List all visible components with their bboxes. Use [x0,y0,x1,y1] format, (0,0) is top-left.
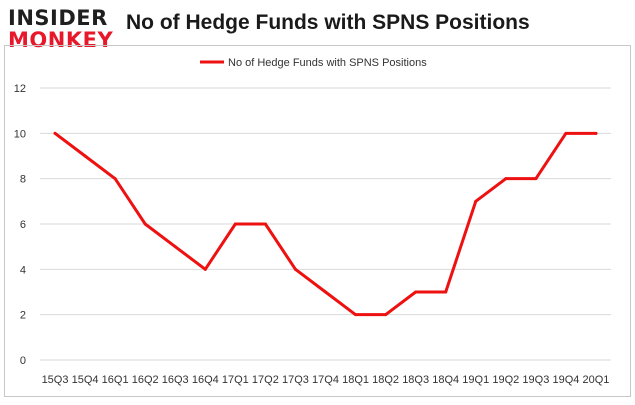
data-point [414,290,418,294]
x-axis-ticks: 15Q3 15Q4 16Q1 16Q2 16Q3 16Q4 17Q1 17Q2 17Q3 17Q4… [42,374,610,386]
x-tick-label: 15Q4 [72,374,99,386]
x-tick-label: 16Q1 [102,374,129,386]
data-point [564,131,568,135]
data-point [504,177,508,181]
x-tick-label: 18Q1 [342,374,369,386]
x-tick-label: 20Q1 [583,374,610,386]
x-tick-label: 17Q1 [222,374,249,386]
y-tick-label: 12 [14,83,26,95]
x-tick-label: 17Q3 [282,374,309,386]
x-tick-label: 18Q2 [372,374,399,386]
chart-title: No of Hedge Funds with SPNS Positions [126,11,530,34]
y-tick-label: 6 [20,219,26,231]
grid-lines [40,87,611,361]
data-point [203,267,207,271]
data-point [53,131,57,135]
y-tick-label: 0 [20,355,26,367]
x-tick-label: 19Q1 [462,374,489,386]
logo-line-1: INSIDER [8,6,108,30]
data-point [444,290,448,294]
data-point [113,177,117,181]
x-tick-label: 17Q4 [312,374,339,386]
x-tick-label: 18Q3 [402,374,429,386]
y-tick-label: 2 [20,310,26,322]
data-point [354,313,358,317]
y-tick-label: 10 [14,128,26,140]
data-point [173,245,177,249]
chart-frame [4,45,631,397]
y-tick-label: 8 [20,174,26,186]
data-point [324,290,327,294]
x-tick-label: 16Q4 [192,374,219,386]
legend: No of Hedge Funds with SPNS Positions [200,57,427,69]
x-tick-label: 19Q3 [522,374,549,386]
data-point [263,222,267,226]
x-tick-label: 19Q2 [492,374,519,386]
legend-label: No of Hedge Funds with SPNS Positions [228,57,427,69]
data-point [233,222,237,226]
x-tick-label: 19Q4 [552,374,579,386]
x-tick-label: 16Q2 [132,374,159,386]
x-tick-label: 16Q3 [162,374,189,386]
x-tick-label: 18Q4 [432,374,459,386]
data-point [83,154,87,158]
data-point [384,313,388,317]
x-tick-label: 17Q2 [252,374,279,386]
data-point [143,222,147,226]
y-axis-ticks: 0 2 4 6 8 10 12 [14,83,26,367]
x-tick-label: 15Q3 [42,374,69,386]
data-point [594,131,598,135]
series-group [53,131,598,317]
data-point [293,267,297,271]
y-tick-label: 4 [20,264,26,276]
data-point [534,177,538,181]
data-point [474,199,478,203]
